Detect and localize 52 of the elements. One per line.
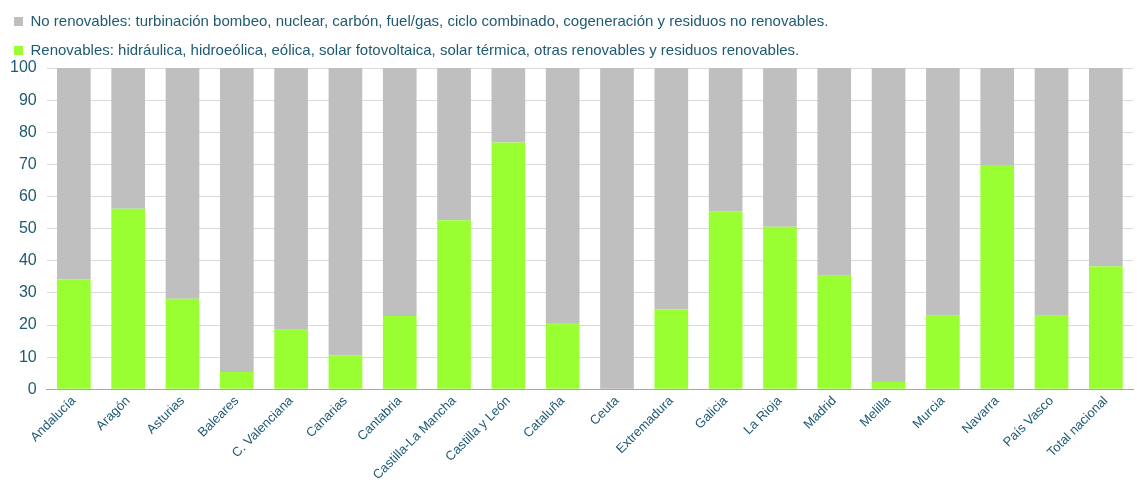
y-tick-label: 90 bbox=[18, 90, 37, 108]
bar bbox=[111, 68, 146, 209]
y-tick-label: 80 bbox=[18, 122, 37, 140]
bar bbox=[1089, 266, 1123, 389]
bar bbox=[763, 68, 797, 227]
bar bbox=[545, 68, 580, 324]
bar bbox=[654, 68, 689, 310]
legend-label: No renovables: turbinación bombeo, nuclear, carbón, fuel/gas, ciclo combinado, cogeneración y residuos no renovables. bbox=[30, 11, 829, 29]
bar bbox=[491, 142, 526, 389]
bar bbox=[708, 211, 743, 389]
y-tick-label: 10 bbox=[18, 347, 37, 365]
bar bbox=[654, 309, 689, 389]
bar bbox=[274, 68, 308, 330]
bar bbox=[817, 68, 852, 276]
bar bbox=[708, 68, 743, 212]
bar bbox=[219, 68, 254, 372]
bar bbox=[382, 68, 417, 317]
y-tick-label: 60 bbox=[18, 186, 37, 204]
bar bbox=[980, 68, 1015, 166]
bar bbox=[871, 68, 906, 382]
bar bbox=[274, 329, 308, 389]
bar bbox=[1034, 315, 1069, 389]
bar bbox=[491, 68, 526, 143]
bar bbox=[1034, 68, 1069, 316]
y-tick-label: 20 bbox=[18, 315, 37, 333]
bar bbox=[600, 68, 634, 389]
bar bbox=[382, 316, 417, 389]
bar bbox=[111, 208, 146, 389]
bar bbox=[328, 68, 363, 356]
bar bbox=[165, 68, 200, 299]
bar bbox=[545, 323, 580, 389]
bar bbox=[926, 315, 960, 389]
bar bbox=[57, 279, 91, 389]
legend-label: Renovables: hidráulica, hidroeólica, eólica, solar fotovoltaica, solar térmica, otras renovables y residuos renovables. bbox=[30, 40, 800, 58]
bar bbox=[871, 381, 906, 389]
y-tick-label: 30 bbox=[18, 283, 37, 301]
bar bbox=[763, 226, 797, 389]
bar bbox=[1089, 68, 1123, 267]
bar bbox=[57, 68, 91, 280]
bar bbox=[817, 275, 852, 389]
bar bbox=[437, 68, 471, 221]
bar bbox=[219, 371, 254, 389]
bar bbox=[926, 68, 960, 316]
y-tick-label: 100 bbox=[9, 58, 37, 76]
y-tick-label: 40 bbox=[18, 251, 37, 269]
bar bbox=[328, 355, 363, 389]
y-tick-label: 70 bbox=[18, 154, 37, 172]
bar bbox=[980, 165, 1015, 389]
bar bbox=[437, 220, 471, 389]
y-tick-label: 50 bbox=[18, 219, 37, 237]
y-tick-label: 0 bbox=[27, 379, 37, 397]
bar bbox=[165, 298, 200, 389]
